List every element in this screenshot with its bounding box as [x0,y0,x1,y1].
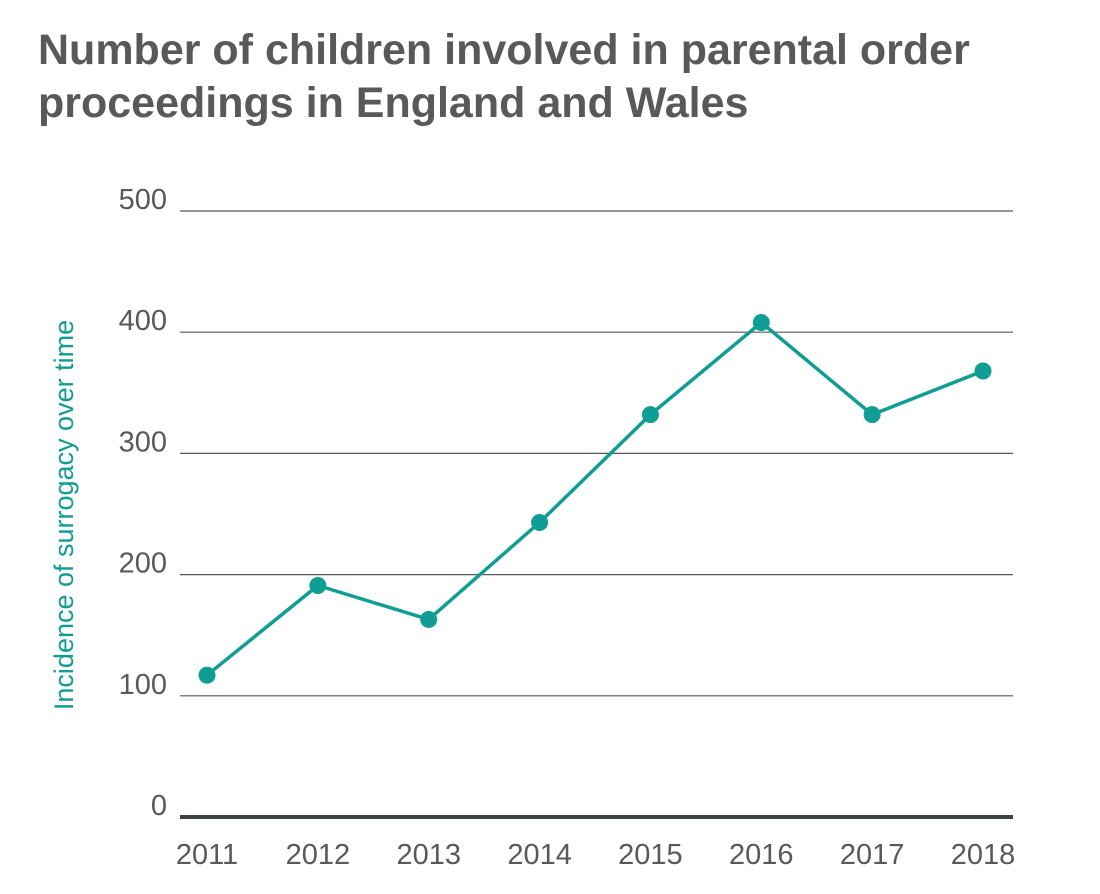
data-point [641,406,659,424]
data-point [863,406,881,424]
chart-title: Number of children involved in parental … [38,26,970,127]
y-tick-label: 500 [119,184,167,216]
x-tick-label: 2015 [618,839,683,871]
data-point [531,513,549,531]
x-tick-label: 2011 [176,839,238,871]
y-tick-label: 100 [119,669,167,701]
series-line [205,320,984,677]
data-point [752,314,770,332]
gridlines [180,210,1013,819]
x-tick-label: 2013 [396,839,461,871]
data-points [198,314,992,684]
y-tick-label: 300 [119,426,167,458]
data-point [198,666,216,684]
y-axis-ticks: 0 100 200 300 400 500 [119,184,167,822]
y-tick-label: 0 [151,790,167,822]
x-tick-label: 2016 [729,839,794,871]
x-tick-label: 2012 [286,839,351,871]
y-axis-title: Incidence of surrogacy over time [49,320,79,710]
y-tick-label: 400 [119,305,167,337]
y-tick-label: 200 [119,548,167,580]
data-point [309,577,327,595]
x-axis-ticks: 2011 2012 2013 2014 2015 2016 2017 2018 [176,839,1015,871]
x-tick-label: 2014 [507,839,572,871]
data-point [974,362,992,380]
data-point [420,610,438,628]
x-tick-label: 2018 [951,839,1016,871]
x-tick-label: 2017 [840,839,905,871]
